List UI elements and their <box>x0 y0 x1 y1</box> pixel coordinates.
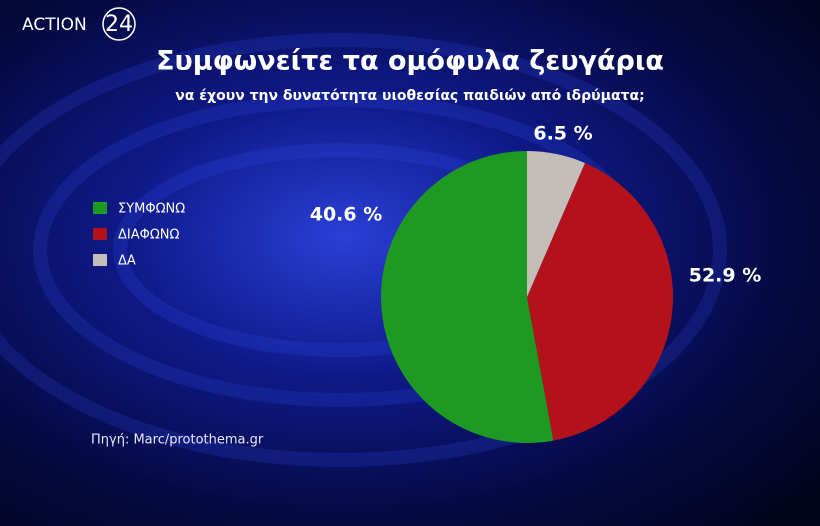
value-label: 6.5 % <box>533 123 592 145</box>
background-swirls <box>0 33 727 467</box>
legend-label: ΔΙΑΦΩΝΩ <box>118 228 180 243</box>
legend-swatch <box>93 228 107 240</box>
chart-title: Συμφωνείτε τα ομόφυλα ζευγάρια <box>156 46 664 77</box>
logo-number: 24 <box>105 12 133 37</box>
value-label: 40.6 % <box>310 204 383 226</box>
chart-subtitle: να έχουν την δυνατότητα υιοθεσίας παιδιώ… <box>175 88 644 104</box>
logo-circle <box>102 7 136 41</box>
source: Πηγή: Marc/protothema.gr <box>91 433 264 448</box>
legend-swatch <box>93 202 107 214</box>
legend-label: ΣΥΜΦΩΝΩ <box>118 202 185 217</box>
pie-slice <box>527 151 585 297</box>
pie-slice <box>527 163 673 441</box>
legend-swatch <box>93 254 107 266</box>
logo-text: ACTION <box>22 15 87 35</box>
legend-label: ΔΑ <box>118 254 136 269</box>
value-label: 52.9 % <box>689 265 762 287</box>
pie-slice <box>381 151 554 443</box>
